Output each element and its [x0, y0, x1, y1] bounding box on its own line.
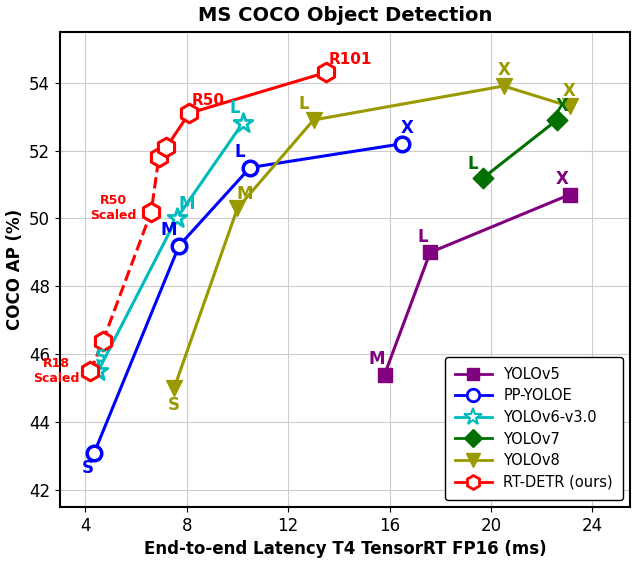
Text: S: S — [95, 348, 106, 366]
Text: S: S — [168, 396, 180, 414]
Text: L: L — [417, 228, 428, 246]
Text: L: L — [230, 99, 240, 117]
Point — [93, 367, 103, 376]
Point — [552, 116, 562, 125]
Text: R50
Scaled: R50 Scaled — [90, 194, 136, 222]
Point — [565, 102, 575, 111]
Point — [154, 153, 164, 162]
Point — [321, 68, 331, 77]
Point — [98, 336, 108, 345]
Text: X: X — [563, 82, 576, 100]
Text: L: L — [235, 143, 245, 161]
Text: R50: R50 — [192, 93, 225, 108]
Text: X: X — [556, 97, 569, 115]
Text: X: X — [401, 119, 414, 137]
Point — [162, 143, 172, 152]
Point — [308, 116, 319, 125]
Text: S: S — [82, 459, 94, 477]
Point — [499, 81, 509, 90]
Point — [245, 163, 255, 172]
Text: R101: R101 — [329, 52, 372, 67]
Y-axis label: COCO AP (%): COCO AP (%) — [6, 209, 24, 330]
Text: L: L — [468, 155, 478, 173]
Text: M: M — [161, 221, 177, 239]
Point — [380, 370, 390, 379]
Point — [237, 119, 247, 128]
Text: M: M — [179, 195, 195, 213]
Point — [478, 173, 488, 182]
X-axis label: End-to-end Latency T4 TensorRT FP16 (ms): End-to-end Latency T4 TensorRT FP16 (ms) — [144, 540, 546, 558]
Point — [232, 204, 242, 213]
Title: MS COCO Object Detection: MS COCO Object Detection — [198, 6, 492, 25]
Text: L: L — [298, 95, 308, 113]
Text: M: M — [369, 350, 385, 368]
Point — [169, 384, 179, 393]
Point — [174, 241, 184, 250]
Point — [89, 448, 99, 457]
Point — [146, 207, 156, 216]
Point — [85, 367, 95, 376]
Text: X: X — [556, 170, 569, 188]
Legend: YOLOv5, PP-YOLOE, YOLOv6-v3.0, YOLOv7, YOLOv8, RT-DETR (ours): YOLOv5, PP-YOLOE, YOLOv6-v3.0, YOLOv7, Y… — [445, 356, 623, 500]
Point — [397, 139, 407, 148]
Point — [565, 190, 575, 199]
Point — [172, 214, 182, 223]
Point — [425, 248, 435, 257]
Text: X: X — [497, 61, 510, 79]
Point — [184, 109, 195, 118]
Text: M: M — [237, 185, 253, 203]
Text: R18
Scaled: R18 Scaled — [33, 358, 80, 385]
